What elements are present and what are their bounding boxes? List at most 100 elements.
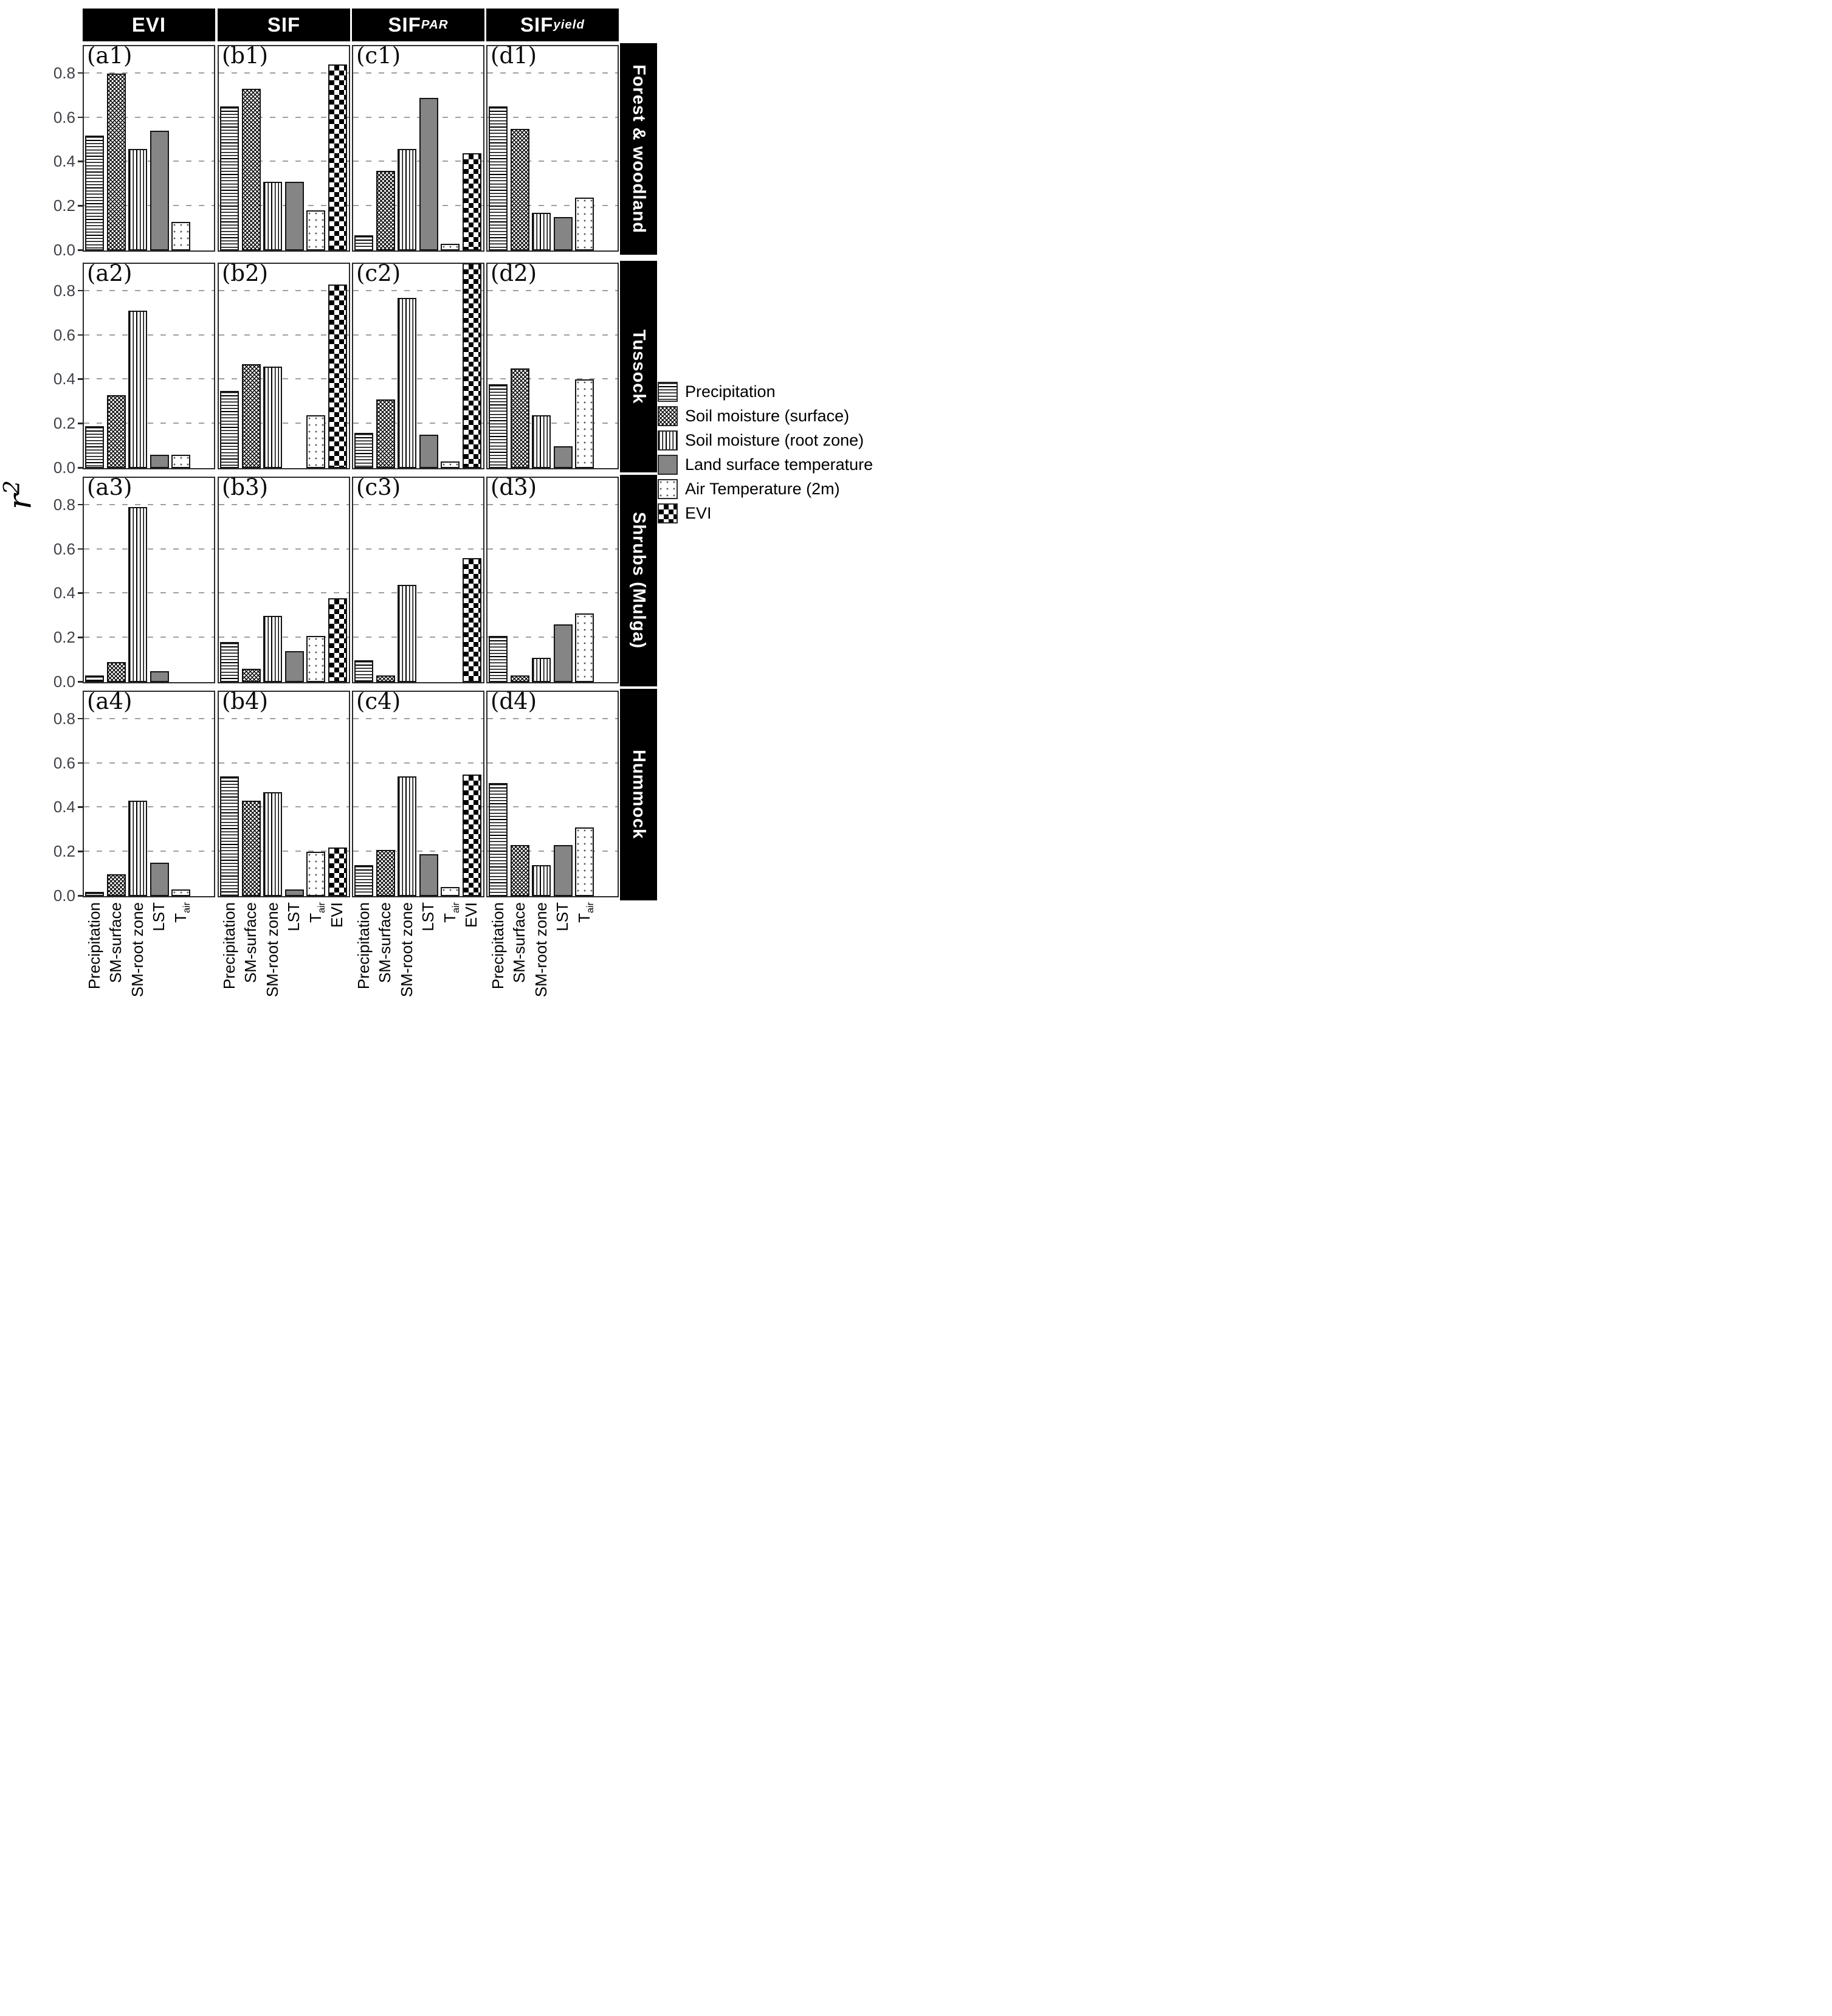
bar-tair: [575, 379, 594, 468]
panel-letter: (a1): [87, 45, 133, 69]
y-tick-mark: [78, 851, 83, 852]
bar-sm-surface: [241, 89, 261, 250]
bar-lst: [150, 455, 169, 468]
bar-tair: [441, 887, 460, 896]
bar-sm-surface: [510, 675, 529, 682]
y-tick-label: 0.8: [53, 63, 75, 82]
panel-c3: (c3): [352, 477, 484, 683]
gridline: [219, 161, 349, 162]
gridline: [219, 378, 349, 380]
gridline: [353, 205, 483, 207]
y-tick-label: 0.6: [53, 753, 75, 772]
bar-sm-root-zone: [532, 865, 551, 896]
gridline: [487, 592, 618, 594]
row-label-text: Tussock: [629, 329, 649, 404]
y-tick-mark: [78, 503, 83, 506]
bar-sm-root-zone: [128, 311, 147, 468]
bar-lst: [419, 854, 438, 896]
panel-a2: (a2): [83, 263, 215, 469]
bar-precipitation: [354, 432, 373, 468]
gridline: [84, 806, 214, 808]
panel-d3: (d3): [486, 477, 619, 683]
y-tick-label: 0.2: [53, 628, 75, 647]
panel-letter: (a2): [87, 263, 133, 286]
column-header-evi: EVI: [83, 9, 215, 41]
gridline: [219, 637, 349, 638]
gridline: [353, 592, 483, 594]
gridline: [84, 116, 214, 118]
legend-item: Land surface temperature: [658, 455, 873, 475]
gridline: [487, 717, 618, 719]
bar-sm-root-zone: [398, 776, 416, 896]
y-tick-mark: [78, 205, 83, 207]
x-tick-label: EVI: [328, 902, 346, 928]
gridline: [487, 548, 618, 550]
legend-item: Soil moisture (surface): [658, 406, 873, 426]
y-tick-label: 0.8: [53, 281, 75, 300]
y-tick-label: 0.2: [53, 196, 75, 215]
x-tick-label: EVI: [462, 902, 480, 928]
panel-a1: (a1): [83, 45, 215, 252]
bar-sm-surface: [241, 364, 261, 468]
column-header-sif: SIF: [218, 9, 350, 41]
y-tick-label: 0.2: [53, 842, 75, 861]
bar-sm-root-zone: [532, 657, 551, 682]
bar-lst: [150, 863, 169, 896]
x-tick-label: Tair: [171, 902, 192, 923]
gridline: [353, 72, 483, 74]
x-tick-label: SM-surface: [376, 902, 394, 983]
gridline: [353, 334, 483, 336]
panel-b4: (b4): [218, 691, 350, 897]
y-tick-label: 0.0: [53, 672, 75, 691]
panel-b3: (b3): [218, 477, 350, 683]
bar-sm-root-zone: [128, 148, 147, 250]
legend-swatch-solid-icon: [658, 455, 678, 475]
bar-evi: [328, 598, 347, 682]
panel-letter: (d2): [491, 263, 537, 286]
legend: Precipitation Soil moisture (surface) Soil…: [658, 382, 873, 523]
x-tick-label: Precipitation: [219, 902, 238, 990]
y-tick-mark: [78, 637, 83, 638]
panel-letter: (d4): [491, 691, 537, 714]
gridline: [219, 851, 349, 852]
y-tick-mark: [78, 762, 83, 764]
bar-tair: [306, 635, 325, 682]
bar-sm-surface: [106, 874, 126, 896]
gridline: [353, 548, 483, 550]
bar-sm-surface: [241, 801, 261, 896]
bar-precipitation: [489, 384, 508, 468]
x-tick-label: LST: [284, 902, 303, 931]
bar-precipitation: [220, 106, 239, 250]
y-tick-label: 0.8: [53, 495, 75, 514]
row-label-text: Shrubs (Mulga): [629, 512, 649, 649]
panel-letter: (b1): [222, 45, 269, 69]
gridline: [84, 334, 214, 336]
bar-lst: [150, 671, 169, 682]
x-tick-label: SM-root zone: [263, 902, 281, 998]
row-label-text: Forest & woodland: [629, 64, 649, 233]
gridline: [84, 592, 214, 594]
x-tick-label: Tair: [306, 902, 327, 923]
bar-tair: [441, 461, 460, 468]
legend-swatch-cross-icon: [658, 406, 678, 426]
bar-precipitation: [85, 675, 104, 682]
bar-sm-surface: [376, 170, 395, 250]
gridline: [84, 717, 214, 719]
bar-precipitation: [354, 660, 373, 682]
legend-label: Soil moisture (surface): [685, 407, 850, 425]
panel-d1: (d1): [486, 45, 619, 252]
y-tick-label: 0.0: [53, 886, 75, 905]
panel-d4: (d4): [486, 691, 619, 897]
legend-swatch-diamonds-icon: [658, 503, 678, 523]
panel-letter: (c2): [356, 263, 401, 286]
bar-precipitation: [85, 426, 104, 468]
gridline: [84, 503, 214, 505]
bar-lst: [284, 651, 304, 682]
y-axis-title-text: r2: [0, 480, 39, 510]
gridline: [84, 851, 214, 852]
bar-sm-root-zone: [398, 297, 416, 468]
y-tick-mark: [78, 681, 83, 683]
gridline: [353, 161, 483, 162]
bar-lst: [284, 182, 304, 250]
bar-lst: [553, 845, 573, 896]
